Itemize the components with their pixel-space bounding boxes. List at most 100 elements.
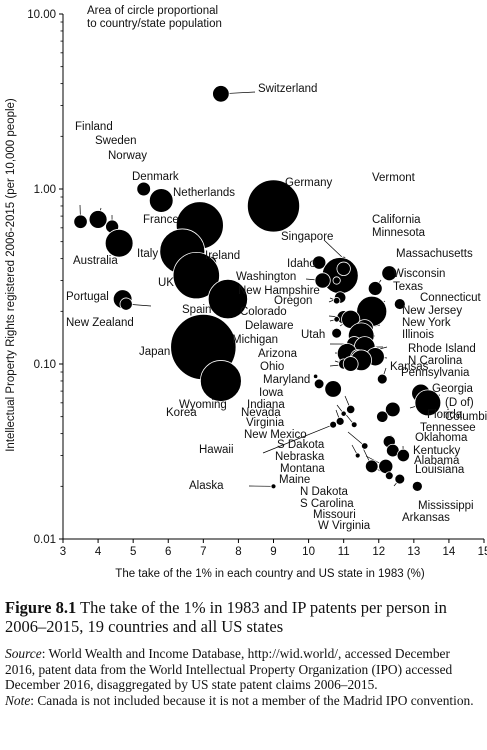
point-label: Wyoming — [179, 399, 227, 411]
x-tick-label: 14 — [443, 546, 456, 558]
point-label: Florida — [427, 409, 463, 421]
data-point — [384, 401, 401, 418]
data-point — [313, 378, 325, 390]
source-note: Source: World Wealth and Income Database… — [5, 646, 483, 693]
data-point — [212, 85, 230, 103]
point-label: Delaware — [245, 320, 294, 332]
point-label: Tennessee — [420, 422, 476, 434]
point-label: Italy — [137, 248, 158, 260]
data-point — [136, 181, 151, 197]
point-label: Massachusetts — [396, 248, 473, 260]
x-tick-label: 11 — [338, 546, 350, 558]
point-label: S Carolina — [300, 498, 354, 510]
point-label: N Dakota — [300, 486, 349, 498]
data-point — [394, 473, 406, 485]
point-label: W Virginia — [318, 520, 371, 532]
axes: 3 4 5 6 7 8 9 10 11 12 13 14 15 0.01 0.10 1.00 10.00 — [27, 9, 487, 558]
x-tick-label: 8 — [235, 546, 241, 558]
y-axis-label: Intellectual Property Rights registered … — [5, 98, 17, 452]
leader-line — [323, 239, 344, 259]
scatter-chart: Area of circle proportional to country/s… — [5, 5, 487, 580]
data-point — [350, 421, 358, 428]
point-label: Singapore — [281, 231, 333, 243]
point-label: Missouri — [313, 509, 356, 521]
data-point — [333, 316, 340, 323]
y-tick-label: 1.00 — [34, 184, 56, 196]
source-text: : World Wealth and Income Database, http… — [5, 646, 453, 693]
data-point — [340, 410, 347, 417]
data-point — [148, 188, 174, 213]
point-label: Michigan — [232, 334, 278, 346]
x-tick-label: 4 — [95, 546, 102, 558]
data-point — [384, 471, 394, 481]
point-label: Indiana — [247, 399, 285, 411]
x-axis-label: The take of the 1% in each country and U… — [115, 568, 425, 580]
point-label: Australia — [73, 255, 118, 267]
point-label: Spain — [182, 304, 211, 316]
point-label: Connecticut — [420, 292, 482, 304]
point-label: Kentucky — [413, 445, 461, 457]
point-label: New Jersey — [402, 305, 462, 317]
point-label: Idaho — [287, 258, 316, 270]
point-label: Montana — [280, 463, 325, 475]
x-tick-label: 13 — [407, 546, 420, 558]
data-point — [361, 442, 369, 450]
point-label: Denmark — [132, 171, 179, 183]
data-point — [88, 210, 108, 229]
point-label: Alaska — [189, 480, 224, 492]
annotation-line: Area of circle proportional — [87, 5, 218, 17]
figure-notes: Source: World Wealth and Income Database… — [5, 646, 483, 708]
canada-note: Note: Canada is not included because it … — [5, 693, 483, 709]
point-label: Netherlands — [173, 187, 235, 199]
x-tick-label: 5 — [130, 546, 136, 558]
point-label: Japan — [139, 346, 170, 358]
point-label: Portugal — [66, 291, 109, 303]
data-point — [199, 360, 242, 402]
data-point — [329, 420, 337, 429]
point-label: Columbia — [445, 411, 487, 423]
x-tick-label: 7 — [200, 546, 206, 558]
data-point — [411, 480, 423, 492]
point-label: Arkansas — [402, 512, 450, 524]
data-point — [354, 452, 361, 459]
point-label: Alabama — [414, 455, 460, 467]
point-label: Switzerland — [258, 83, 317, 95]
point-label: Georgia — [432, 383, 474, 395]
figure-caption: Figure 8.1 The take of the 1% in 1983 an… — [5, 598, 483, 636]
point-label: Hawaii — [199, 444, 234, 456]
point-label: Mississippi — [418, 500, 474, 512]
x-tick-label: 15 — [478, 546, 487, 558]
data-point — [381, 265, 398, 282]
point-label: Nebraska — [275, 451, 325, 463]
point-label: Vermont — [372, 172, 416, 184]
data-point — [172, 251, 220, 300]
point-label: New Mexico — [244, 429, 307, 441]
point-label: Finland — [75, 121, 113, 133]
x-tick-label: 10 — [302, 546, 315, 558]
point-label: Washington — [236, 271, 296, 283]
point-label: Oklahoma — [415, 432, 468, 444]
data-point — [314, 272, 331, 289]
data-point — [378, 458, 394, 474]
point-label: New Zealand — [66, 317, 134, 329]
point-label: Louisiana — [415, 464, 465, 476]
y-tick-label: 0.10 — [34, 359, 56, 371]
x-tick-label: 9 — [270, 546, 276, 558]
data-point — [312, 373, 319, 379]
point-label: Maine — [279, 474, 310, 486]
point-label: Virginia — [246, 417, 285, 429]
point-label: Ireland — [205, 250, 240, 262]
x-tick-label: 3 — [60, 546, 66, 558]
figure-title: The take of the 1% in 1983 and IP patent… — [5, 598, 447, 636]
point-label: New York — [402, 317, 451, 329]
annotation-line: to country/state population — [87, 18, 222, 30]
point-label: Korea — [166, 407, 197, 419]
point-label: Nevada — [241, 407, 281, 419]
data-point — [364, 459, 379, 474]
point-label: (D of) — [445, 397, 474, 409]
data-point — [270, 483, 277, 490]
data-point — [393, 298, 406, 310]
data-point — [324, 380, 342, 398]
note-label: Note — [5, 692, 31, 708]
data-point — [332, 296, 341, 305]
